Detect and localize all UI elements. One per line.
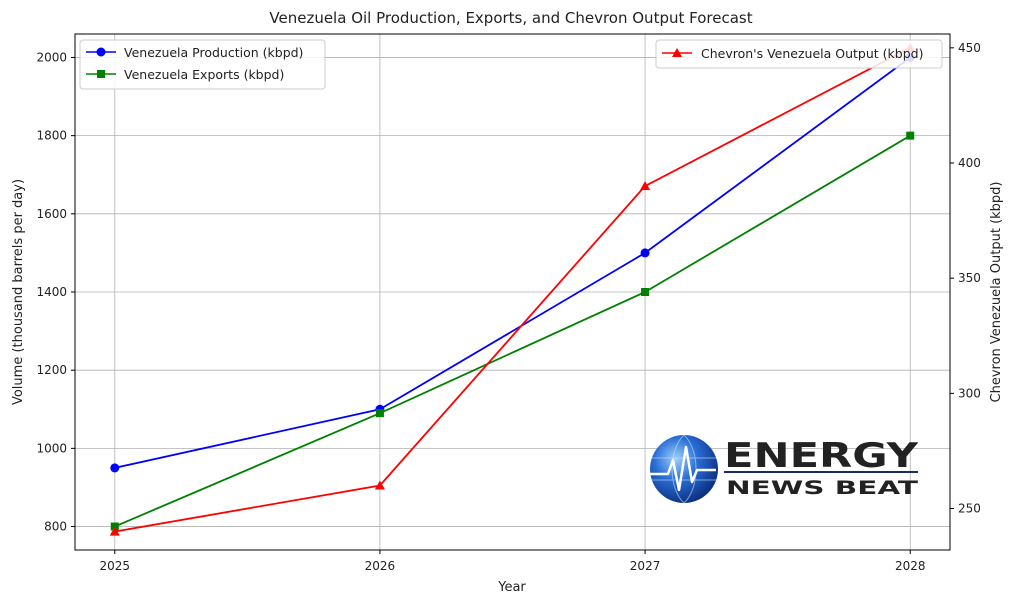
y-tick-label: 800: [44, 520, 67, 534]
x-tick-label: 2028: [895, 559, 926, 573]
y-axis-label: Volume (thousand barrels per day): [11, 179, 26, 405]
y-tick-label: 1000: [36, 441, 67, 455]
heartbeat-icon: [650, 445, 716, 492]
y2-tick-label: 400: [958, 156, 981, 170]
data-point: [641, 288, 650, 296]
data-point: [640, 248, 650, 258]
series-line: [114, 56, 911, 469]
series-1: [110, 131, 915, 531]
legend-production-marker: [96, 47, 106, 57]
legend-exports-label: Venezuela Exports (kbpd): [124, 67, 284, 82]
series-line: [114, 47, 911, 533]
chart-title: Venezuela Oil Production, Exports, and C…: [269, 9, 752, 27]
y-tick-label: 2000: [36, 50, 67, 64]
series-layer: [109, 42, 916, 536]
legend-right: Chevron's Venezuela Output (kbpd): [655, 39, 943, 69]
data-point: [109, 526, 120, 536]
series-line: [114, 134, 911, 528]
y-tick-label: 1200: [36, 363, 67, 377]
logo-word-energy: ENERGY: [724, 436, 918, 476]
legend-exports-marker: [97, 70, 105, 78]
x-tick-label: 2025: [99, 559, 130, 573]
logo-word-news-beat: NEWS BEAT: [726, 477, 918, 499]
legend-chevron-label: Chevron's Venezuela Output (kbpd): [701, 46, 923, 61]
x-axis-label: Year: [497, 580, 526, 595]
legend-production-label: Venezuela Production (kbpd): [124, 45, 303, 60]
series-0: [110, 52, 915, 473]
data-point: [374, 480, 385, 490]
legend-right-box: [655, 39, 943, 69]
y2-tick-label: 350: [958, 271, 981, 285]
y2-axis-label: Chevron Venezuela Output (kbpd): [989, 182, 1004, 403]
data-point: [906, 131, 915, 140]
data-point: [110, 463, 120, 473]
x-tick-label: 2027: [630, 559, 661, 573]
axis-ticks: 2025 2026 2027 2028 800 1000 1200 1400 1600 1800 2…: [36, 41, 980, 573]
y2-tick-label: 300: [958, 386, 981, 400]
legend-left: Venezuela Production (kbpd) Venezuela Ex…: [79, 39, 326, 90]
data-point: [110, 522, 119, 531]
y-tick-label: 1400: [36, 285, 67, 299]
y-tick-label: 1600: [36, 207, 67, 221]
legend-chevron-marker: [672, 48, 682, 57]
y2-tick-label: 450: [958, 41, 981, 55]
y2-tick-label: 250: [958, 502, 981, 516]
globe-icon: [650, 435, 718, 503]
globe-meridians: [650, 434, 718, 504]
y-tick-label: 1800: [36, 129, 67, 143]
data-point: [375, 409, 384, 418]
energy-news-beat-logo: ENERGY NEWS BEAT: [650, 434, 918, 504]
data-point: [640, 181, 651, 191]
legend-left-box: [79, 39, 326, 90]
x-tick-label: 2026: [365, 559, 396, 573]
